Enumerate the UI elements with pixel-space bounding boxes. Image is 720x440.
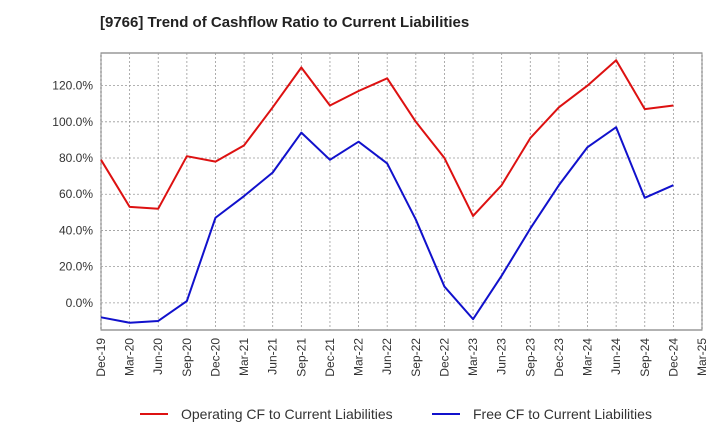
x-tick-label: Dec-23: [552, 338, 566, 377]
x-tick-label: Mar-20: [123, 338, 137, 376]
x-tick-label: Dec-24: [666, 338, 680, 377]
x-tick-label: Jun-20: [151, 338, 165, 375]
x-tick-label: Jun-24: [609, 338, 623, 375]
series-line-operating-cf: [100, 59, 674, 217]
y-tick-label: 0.0%: [66, 296, 94, 310]
x-tick-label: Mar-22: [352, 338, 366, 376]
x-tick-label: Sep-21: [294, 338, 308, 377]
x-tick-label: Mar-23: [466, 338, 480, 376]
y-tick-label: 40.0%: [59, 223, 93, 237]
x-tick-label: Dec-22: [437, 338, 451, 377]
x-tick-label: Mar-24: [581, 338, 595, 376]
legend-label: Operating CF to Current Liabilities: [181, 406, 393, 422]
x-tick-label: Sep-23: [523, 338, 537, 377]
x-tick-label: Sep-20: [180, 338, 194, 377]
x-tick-label: Mar-25: [695, 338, 709, 376]
x-tick-label: Dec-19: [94, 338, 108, 377]
x-tick-label: Dec-21: [323, 338, 337, 377]
y-tick-label: 80.0%: [59, 151, 93, 165]
x-tick-label: Jun-21: [266, 338, 280, 375]
series-line-free-cf: [100, 126, 674, 324]
y-tick-label: 60.0%: [59, 187, 93, 201]
x-tick-label: Sep-24: [638, 338, 652, 377]
x-tick-label: Jun-23: [495, 338, 509, 375]
x-tick-label: Mar-21: [237, 338, 251, 376]
y-tick-label: 120.0%: [52, 79, 93, 93]
legend-label: Free CF to Current Liabilities: [473, 406, 652, 422]
x-tick-label: Dec-20: [208, 338, 222, 377]
x-tick-label: Jun-22: [380, 338, 394, 375]
x-tick-label: Sep-22: [409, 338, 423, 377]
y-tick-label: 20.0%: [59, 260, 93, 274]
y-tick-label: 100.0%: [52, 115, 93, 129]
chart-title: [9766] Trend of Cashflow Ratio to Curren…: [100, 14, 470, 31]
